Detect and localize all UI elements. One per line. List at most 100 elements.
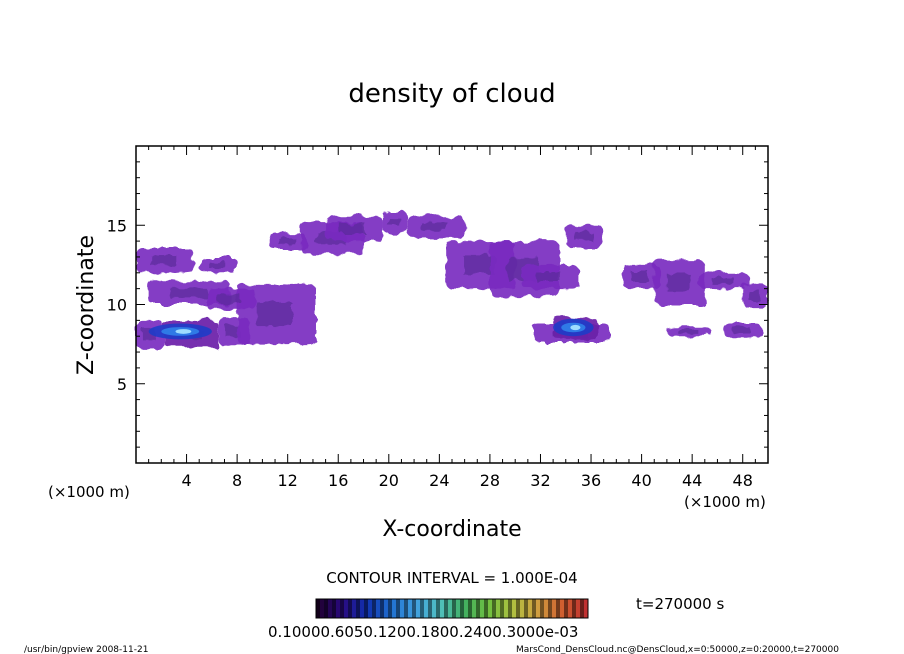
x-unit-label-left: (×1000 m) — [48, 483, 130, 501]
cloud-region-texture — [218, 294, 241, 304]
cloud-core-peak — [570, 324, 581, 331]
colorbar-cell — [332, 599, 337, 618]
y-tick-label: 15 — [107, 216, 127, 235]
axis-ticks — [135, 145, 769, 464]
colorbar-cell — [536, 599, 541, 618]
cloud-region-texture — [256, 301, 292, 327]
y-tick-label: 5 — [117, 375, 127, 394]
cloud-region-texture — [226, 325, 241, 338]
x-tick-label: 20 — [379, 471, 399, 490]
x-unit-label-right: (×1000 m) — [684, 493, 766, 511]
colorbar-cell — [544, 599, 549, 618]
colorbar-cell — [532, 599, 537, 618]
colorbar-cell — [408, 599, 413, 618]
colorbar-cell — [488, 599, 493, 618]
colorbar-cell — [572, 599, 577, 618]
colorbar-cell — [484, 599, 489, 618]
colorbar-cell — [548, 599, 553, 618]
colorbar-cell — [552, 599, 557, 618]
colorbar-cell — [560, 599, 565, 618]
colorbar-cell — [360, 599, 365, 618]
colorbar-cell — [500, 599, 505, 618]
x-tick-labels: 4 8 12 16 20 24 28 32 36 40 44 48 — [181, 471, 752, 490]
colorbar-cell — [356, 599, 361, 618]
colorbar-cell — [540, 599, 545, 618]
cloud-region-texture — [535, 272, 562, 282]
colorbar-cell — [584, 599, 589, 618]
colorbar-cell — [480, 599, 485, 618]
colorbar-cell — [416, 599, 421, 618]
colorbar-cell — [468, 599, 473, 618]
x-tick-label: 36 — [581, 471, 601, 490]
colorbar-cell — [472, 599, 477, 618]
y-tick-labels: 5 10 15 — [107, 216, 127, 394]
cloud-region-texture — [388, 217, 401, 227]
colorbar-cell — [432, 599, 437, 618]
cloud-core-peak — [175, 329, 192, 334]
x-tick-label: 12 — [278, 471, 298, 490]
colorbar-cell — [496, 599, 501, 618]
colorbar-cell — [556, 599, 561, 618]
colorbar-cell — [368, 599, 373, 618]
colorbar-cell — [316, 599, 321, 618]
cloud-region-texture — [421, 222, 448, 232]
x-tick-label: 4 — [181, 471, 191, 490]
colorbar-cell — [564, 599, 569, 618]
cloud-region-texture — [169, 287, 207, 298]
colorbar — [316, 599, 589, 618]
x-tick-label: 8 — [232, 471, 242, 490]
colorbar-cell — [336, 599, 341, 618]
footer-right: MarsCond_DensCloud.nc@DensCloud,x=0:5000… — [516, 645, 839, 654]
colorbar-cell — [568, 599, 573, 618]
colorbar-cell — [392, 599, 397, 618]
colorbar-cell — [464, 599, 469, 618]
colorbar-cell — [328, 599, 333, 618]
colorbar-cell — [404, 599, 409, 618]
x-tick-label: 24 — [429, 471, 449, 490]
chart-title: density of cloud — [348, 79, 555, 109]
colorbar-cell — [320, 599, 325, 618]
colorbar-cell — [348, 599, 353, 618]
colorbar-cell — [440, 599, 445, 618]
colorbar-cell — [444, 599, 449, 618]
colorbar-cell — [420, 599, 425, 618]
cloud-region-texture — [711, 277, 734, 284]
x-tick-label: 28 — [480, 471, 500, 490]
x-axis-label: X-coordinate — [382, 517, 521, 542]
colorbar-cell — [340, 599, 345, 618]
colorbar-cell — [400, 599, 405, 618]
colorbar-cell — [352, 599, 357, 618]
time-label: t=270000 s — [636, 595, 724, 613]
cloud-region-texture — [339, 223, 366, 234]
colorbar-cell — [384, 599, 389, 618]
colorbar-cell — [524, 599, 529, 618]
cloud-core-field — [148, 318, 594, 340]
colorbar-cell — [492, 599, 497, 618]
colorbar-cell — [580, 599, 585, 618]
colorbar-cell — [388, 599, 393, 618]
cloud-region-texture — [632, 272, 650, 282]
colorbar-cell — [528, 599, 533, 618]
y-tick-label: 10 — [107, 296, 127, 315]
colorbar-cell — [576, 599, 581, 618]
colorbar-cell — [452, 599, 457, 618]
x-tick-label: 40 — [631, 471, 651, 490]
x-tick-label: 32 — [530, 471, 550, 490]
cloud-region-texture — [150, 255, 176, 266]
colorbar-cell — [376, 599, 381, 618]
colorbar-cell — [372, 599, 377, 618]
colorbar-cell — [436, 599, 441, 618]
y-axis-label: Z-coordinate — [74, 235, 99, 375]
colorbar-cell — [456, 599, 461, 618]
colorbar-cell — [448, 599, 453, 618]
colorbar-cell — [520, 599, 525, 618]
colorbar-tick-labels: 0.10000.6050.1200.1800.2400.3000e-03 — [268, 623, 578, 641]
colorbar-cell — [504, 599, 509, 618]
colorbar-cell — [424, 599, 429, 618]
cloud-region-texture — [575, 231, 593, 241]
colorbar-cell — [344, 599, 349, 618]
cloud-region-texture — [666, 273, 690, 292]
cloud-region-texture — [463, 255, 495, 275]
